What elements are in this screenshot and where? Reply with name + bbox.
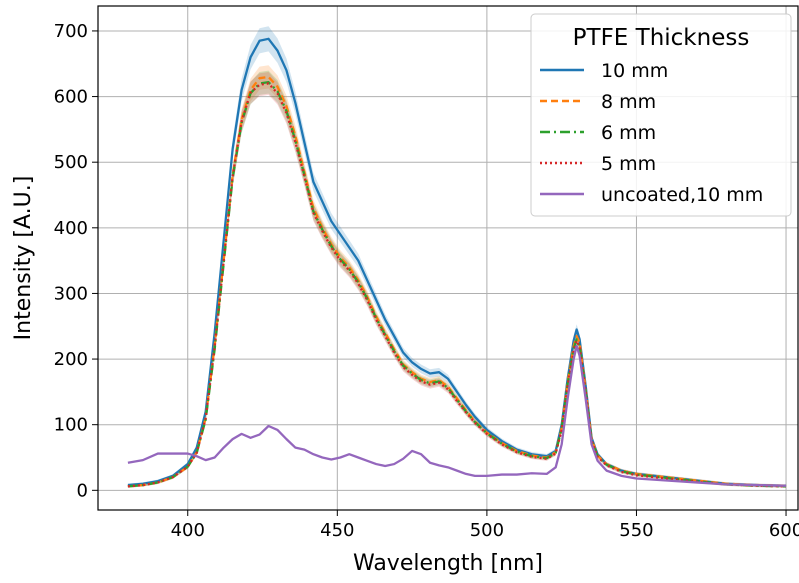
legend-label: 6 mm <box>601 122 656 144</box>
confidence-bands <box>127 26 787 488</box>
series-line <box>127 344 787 487</box>
y-tick-label: 400 <box>54 218 88 239</box>
series-lines <box>127 37 787 488</box>
x-tick-label: 600 <box>769 520 799 541</box>
axis-ticks: 400 450 500 550 600 0 100 200 300 400 500 600 700 <box>54 21 799 541</box>
x-axis-label: Wavelength [nm] <box>353 551 543 576</box>
y-tick-label: 100 <box>54 415 88 436</box>
legend-title: PTFE Thickness <box>573 25 750 51</box>
x-tick-label: 500 <box>470 520 504 541</box>
legend: PTFE Thickness 10 mm 8 mm 6 mm 5 mm uncoated… <box>530 13 792 217</box>
legend-label: 8 mm <box>601 91 656 113</box>
y-tick-label: 300 <box>54 283 88 304</box>
legend-label: uncoated,10 mm <box>601 184 763 206</box>
y-tick-label: 700 <box>54 21 88 42</box>
legend-box <box>530 13 792 217</box>
plot-frame <box>97 5 799 511</box>
x-tick-label: 550 <box>619 520 653 541</box>
legend-label: 5 mm <box>601 153 656 175</box>
y-tick-label: 200 <box>54 349 88 370</box>
x-tick-label: 400 <box>171 520 205 541</box>
series-band <box>127 26 787 488</box>
legend-label: 10 mm <box>601 60 668 82</box>
legend-entries: 10 mm 8 mm 6 mm 5 mm uncoated,10 mm <box>540 60 763 206</box>
y-tick-label: 0 <box>77 480 88 501</box>
y-tick-label: 500 <box>54 152 88 173</box>
y-axis-label: Intensity [A.U.] <box>11 176 36 341</box>
y-tick-label: 600 <box>54 87 88 108</box>
x-tick-label: 450 <box>320 520 354 541</box>
